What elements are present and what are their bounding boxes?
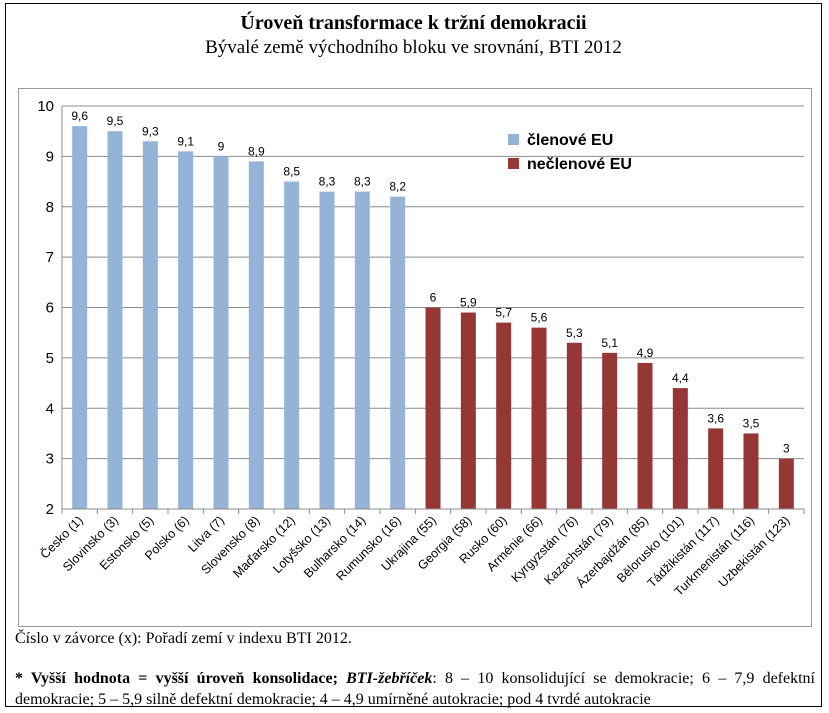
bar (566, 342, 582, 509)
y-tick-label: 10 (37, 98, 54, 115)
x-tick-label: Maďarsko (12) (230, 513, 297, 580)
data-label: 6 (430, 291, 437, 305)
footnote: * Vyšší hodnota = vyšší úroveň konsolida… (15, 668, 815, 710)
bar (319, 191, 335, 509)
bar (354, 191, 370, 509)
y-tick-label: 5 (46, 350, 54, 367)
y-tick-label: 7 (46, 249, 54, 266)
footnote-bold: * Vyšší hodnota = vyšší úroveň konsolida… (15, 670, 338, 687)
data-label: 3 (783, 442, 790, 456)
bar (425, 307, 441, 509)
y-tick-label: 2 (46, 501, 54, 518)
data-label: 9,3 (142, 124, 159, 138)
data-label: 8,3 (354, 175, 371, 189)
bar (531, 327, 547, 509)
y-tick-label: 9 (46, 148, 54, 165)
legend-swatch (508, 134, 519, 145)
bar (602, 352, 618, 509)
bar (248, 161, 264, 509)
data-label: 8,3 (319, 175, 336, 189)
bar (390, 196, 406, 510)
chart-title: Úroveň transformace k tržní demokracii (240, 12, 587, 34)
bar (708, 428, 724, 509)
footnote-scale-text: : 8 – 10 konsolidující se demokracie; 6 … (15, 670, 815, 708)
ranking-note: Číslo v závorce (x): Pořadí zemí v index… (15, 630, 352, 647)
data-label: 8,2 (389, 180, 406, 194)
bar (178, 151, 194, 509)
data-label: 9,6 (71, 109, 88, 123)
bar (778, 458, 794, 509)
data-label: 3,5 (743, 416, 760, 430)
legend-swatch (508, 158, 519, 169)
data-label: 8,9 (248, 144, 265, 158)
chart-area: 2 3 4 5 6 7 8 9 10 9,6 Česko (1) 9,5 Slovinsko (3) 9,… (18, 88, 812, 627)
data-label: 5,3 (566, 326, 583, 340)
data-label: 9,5 (107, 114, 124, 128)
data-label: 5,6 (531, 311, 548, 325)
data-label: 4,4 (672, 371, 689, 385)
legend-label: členové EU (527, 132, 613, 149)
data-label: 9 (218, 139, 225, 153)
data-label: 5,7 (495, 306, 512, 320)
bar (743, 433, 759, 509)
bar (496, 322, 512, 509)
y-tick-label: 6 (46, 300, 54, 317)
bar (107, 131, 123, 509)
chart-subtitle: Bývalé země východního bloku ve srovnání… (205, 37, 622, 58)
data-label: 4,9 (637, 346, 654, 360)
data-label: 9,1 (177, 134, 194, 148)
bar (284, 181, 300, 509)
bar (142, 141, 158, 509)
bar (672, 388, 688, 509)
y-tick-label: 8 (46, 199, 54, 216)
legend-label: nečlenové EU (527, 156, 632, 173)
y-tick-label: 3 (46, 451, 54, 468)
data-label: 5,9 (460, 296, 477, 310)
bar (213, 156, 229, 509)
data-label: 3,6 (707, 411, 724, 425)
data-label: 8,5 (283, 165, 300, 179)
y-tick-label: 4 (46, 400, 54, 417)
footnote-scale-label: BTI-žebříček (346, 670, 433, 687)
x-tick-label: Bulharsko (14) (301, 513, 368, 580)
bar (460, 312, 476, 509)
bar (72, 126, 88, 510)
figure-frame: Úroveň transformace k tržní demokracii B… (5, 3, 822, 710)
data-label: 5,1 (601, 336, 618, 350)
bar (637, 362, 653, 509)
